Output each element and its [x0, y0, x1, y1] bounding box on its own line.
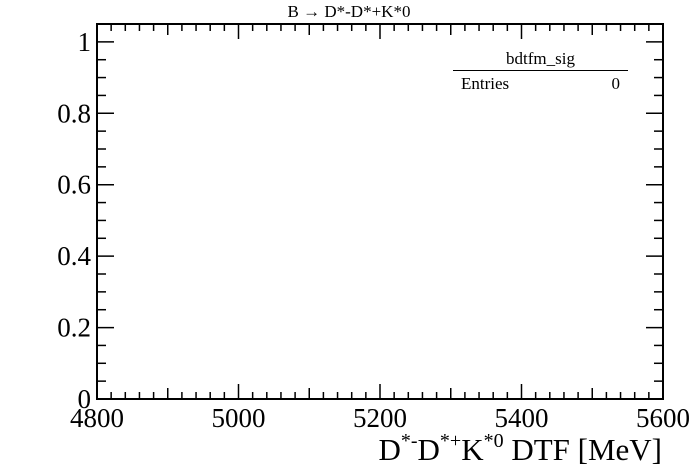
chart-title: B → D*-D*+K*0	[287, 2, 411, 21]
y-tick-label: 0.4	[57, 241, 91, 271]
x-axis-title-part: *-	[400, 430, 418, 452]
y-tick-label: 0.6	[57, 170, 91, 200]
x-tick-label: 5200	[353, 403, 407, 433]
x-tick-label: 5400	[495, 403, 549, 433]
x-axis-title: D*-D*+K*0 DTF [MeV]	[378, 430, 662, 468]
x-axis-title-part: DTF [MeV]	[503, 432, 662, 467]
x-tick-label: 4800	[70, 403, 124, 433]
x-tick-label: 5000	[212, 403, 266, 433]
stats-entries-value: 0	[611, 74, 621, 93]
x-axis-title-part: D	[417, 432, 440, 467]
stats-box: bdtfm_sig Entries 0	[453, 46, 628, 96]
y-tick-label: 0.8	[57, 98, 91, 128]
axis-ticks	[96, 23, 664, 400]
x-axis-title-part: D	[378, 432, 401, 467]
x-axis-title-part: K	[461, 432, 484, 467]
y-tick-label: 0	[78, 384, 92, 414]
x-tick-label: 5600	[636, 403, 690, 433]
y-tick-label: 1	[78, 27, 92, 57]
x-axis-title-part: *0	[483, 430, 504, 452]
y-tick-label: 0.2	[57, 313, 91, 343]
x-axis-title-part: *+	[439, 430, 462, 452]
stats-entries-label: Entries	[461, 74, 510, 93]
axis-tick-labels: 4800 5000 5200 5400 5600 0 0.2 0.4 0.6 0.8 1	[57, 27, 690, 433]
stats-box-name: bdtfm_sig	[506, 49, 575, 68]
stats-box-divider	[453, 70, 628, 71]
